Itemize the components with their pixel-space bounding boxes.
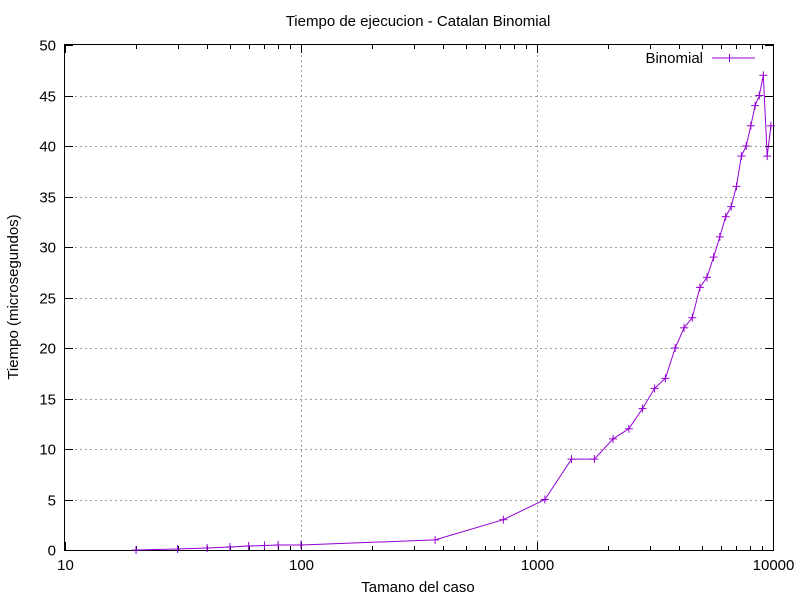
y-tick-label: 15 — [39, 392, 56, 409]
data-point — [244, 541, 253, 550]
data-point — [567, 455, 576, 464]
x-tick-label: 10 — [57, 557, 74, 574]
data-point — [732, 182, 741, 191]
legend: Binomial — [645, 50, 755, 67]
y-tick-label: 50 — [39, 38, 56, 55]
data-point — [609, 434, 618, 443]
chart-title: Tiempo de ejecucion - Catalan Binomial — [286, 13, 551, 30]
data-point — [755, 91, 764, 100]
y-tick-label: 30 — [39, 240, 56, 257]
data-point — [680, 323, 689, 332]
y-tick-label: 5 — [48, 493, 56, 510]
data-point — [132, 546, 141, 554]
data-point — [695, 283, 704, 292]
data-point — [638, 404, 647, 413]
grid — [65, 45, 773, 550]
x-tick-label: 10000 — [753, 557, 795, 574]
data-point — [431, 535, 440, 544]
y-tick-label: 0 — [48, 543, 56, 560]
x-tick-label: 1000 — [521, 557, 554, 574]
data-point — [671, 344, 680, 352]
y-tick-label: 35 — [39, 190, 56, 207]
data-point — [727, 202, 736, 211]
data-point — [540, 495, 549, 504]
y-tick-label: 10 — [39, 442, 56, 459]
data-point — [688, 313, 697, 322]
x-tick-label: 100 — [289, 557, 314, 574]
data-point — [499, 515, 508, 524]
y-tick-label: 45 — [39, 89, 56, 106]
y-tick-label: 25 — [39, 291, 56, 308]
data-point — [737, 152, 746, 161]
series-binomial — [132, 71, 775, 554]
data-point — [650, 384, 659, 393]
data-point — [763, 152, 772, 161]
y-tick-label: 40 — [39, 139, 56, 156]
y-tick-label: 20 — [39, 341, 56, 358]
y-axis-label: Tiempo (microsegundos) — [5, 214, 22, 379]
data-point — [759, 71, 768, 80]
data-point — [702, 273, 711, 282]
plot-border — [64, 44, 774, 551]
data-point — [709, 253, 718, 262]
axis-ticks: 0 5 10 15 20 25 30 35 40 45 50 10 100 1000 10000 — [39, 38, 794, 575]
data-point — [274, 540, 283, 549]
data-point — [721, 212, 730, 221]
legend-label: Binomial — [645, 50, 703, 67]
data-point — [260, 541, 269, 550]
x-axis-label: Tamano del caso — [361, 579, 474, 596]
data-point — [590, 455, 599, 464]
data-point — [297, 540, 305, 549]
data-point — [746, 121, 755, 130]
legend-marker — [725, 54, 734, 62]
data-point — [661, 374, 670, 383]
data-point — [751, 101, 760, 110]
data-point — [624, 424, 633, 433]
data-point — [766, 121, 775, 130]
data-point — [715, 232, 724, 241]
data-point — [225, 542, 234, 551]
data-point — [203, 543, 212, 552]
data-point — [742, 142, 751, 150]
data-point — [173, 544, 182, 553]
